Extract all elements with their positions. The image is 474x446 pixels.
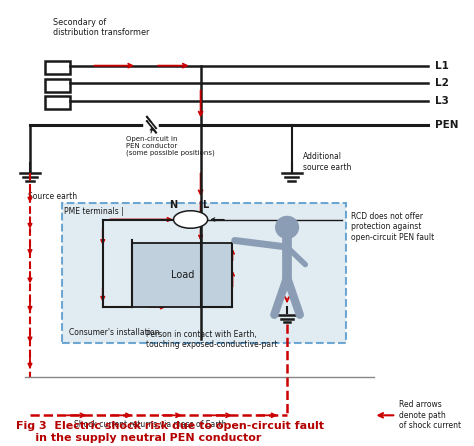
Text: L1: L1 [435, 61, 449, 70]
Text: Load: Load [171, 270, 194, 280]
Text: in the supply neutral PEN conductor: in the supply neutral PEN conductor [16, 433, 262, 443]
Circle shape [276, 216, 299, 238]
Text: Consumer's installation: Consumer's installation [69, 328, 159, 337]
FancyBboxPatch shape [45, 61, 70, 74]
Text: Fig 3  Electric shock risk due to open-circuit fault: Fig 3 Electric shock risk due to open-ci… [16, 421, 324, 430]
Text: Additional
source earth: Additional source earth [303, 152, 351, 172]
Text: Source earth: Source earth [27, 192, 77, 202]
Text: PEN: PEN [435, 120, 458, 130]
Text: L3: L3 [435, 95, 449, 106]
Text: Shock current returns via mass of Earth: Shock current returns via mass of Earth [74, 420, 227, 429]
Text: RCD does not offer
protection against
open-circuit PEN fault: RCD does not offer protection against op… [351, 212, 434, 242]
Text: Person in contact with Earth,
touching exposed-conductive-part: Person in contact with Earth, touching e… [146, 330, 277, 350]
Text: N: N [169, 200, 177, 210]
FancyBboxPatch shape [45, 79, 70, 92]
Ellipse shape [173, 211, 208, 228]
Text: Secondary of
distribution transformer: Secondary of distribution transformer [53, 17, 149, 37]
Text: Red arrows
denote path
of shock current: Red arrows denote path of shock current [399, 401, 461, 430]
FancyBboxPatch shape [62, 203, 346, 343]
Text: L2: L2 [435, 78, 449, 88]
FancyBboxPatch shape [132, 243, 232, 307]
Text: PME terminals |: PME terminals | [64, 207, 124, 216]
FancyBboxPatch shape [45, 96, 70, 109]
Text: Open-circuit in
PEN conductor
(some possible positions): Open-circuit in PEN conductor (some poss… [126, 136, 214, 156]
Text: L: L [202, 200, 208, 210]
